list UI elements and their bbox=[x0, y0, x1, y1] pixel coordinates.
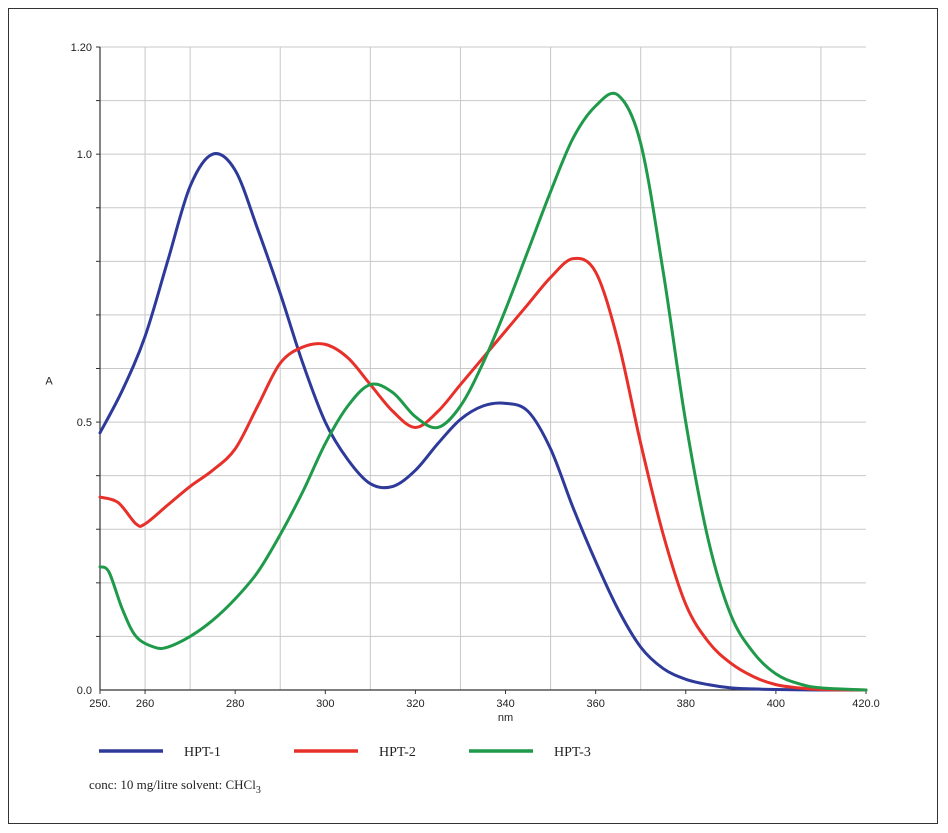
x-tick-label: 340 bbox=[496, 698, 514, 710]
y-tick-labels: 0.0 0.5 1.0 1.20 bbox=[71, 42, 92, 697]
y-axis-label: A bbox=[45, 376, 53, 388]
grid bbox=[96, 46, 866, 690]
axes bbox=[99, 47, 866, 691]
absorbance-chart: 250. 260 280 300 320 340 360 380 400 420.0 0.0 0.5… bbox=[45, 42, 880, 796]
x-tick-label: 420.0 bbox=[852, 698, 880, 710]
x-tick-label: 400 bbox=[767, 698, 785, 710]
legend-label-hpt-2: HPT-2 bbox=[379, 745, 416, 760]
x-tick-label: 250. bbox=[89, 698, 110, 710]
x-tick-label: 360 bbox=[586, 698, 604, 710]
series-line-hpt-2 bbox=[98, 256, 868, 692]
footnote-conc-solvent: conc: 10 mg/litre solvent: CHCl3 bbox=[89, 777, 261, 796]
series-line-hpt-1 bbox=[98, 152, 868, 692]
y-tick-label: 1.20 bbox=[71, 42, 92, 54]
x-tick-label: 320 bbox=[406, 698, 424, 710]
legend-label-hpt-3: HPT-3 bbox=[554, 745, 591, 760]
footnote-subscript: 3 bbox=[256, 785, 261, 796]
series-line-hpt-3 bbox=[98, 91, 868, 692]
y-tick-label: 1.0 bbox=[77, 149, 92, 161]
y-tick-label: 0.0 bbox=[77, 685, 92, 697]
legend-label-hpt-1: HPT-1 bbox=[184, 745, 221, 760]
x-tick-label: 280 bbox=[226, 698, 244, 710]
x-tick-label: 300 bbox=[316, 698, 334, 710]
legend: HPT-1 HPT-2 HPT-3 bbox=[99, 745, 591, 760]
series-lines bbox=[98, 91, 868, 692]
y-tick-label: 0.5 bbox=[77, 417, 92, 429]
footnote-text: conc: 10 mg/litre solvent: CHCl bbox=[89, 777, 256, 792]
x-tick-labels: 250. 260 280 300 320 340 360 380 400 420.0 bbox=[89, 690, 880, 710]
x-tick-label: 260 bbox=[136, 698, 154, 710]
x-axis-label: nm bbox=[498, 712, 513, 724]
x-tick-label: 380 bbox=[677, 698, 695, 710]
chart-frame: 250. 260 280 300 320 340 360 380 400 420.0 0.0 0.5… bbox=[8, 8, 938, 824]
